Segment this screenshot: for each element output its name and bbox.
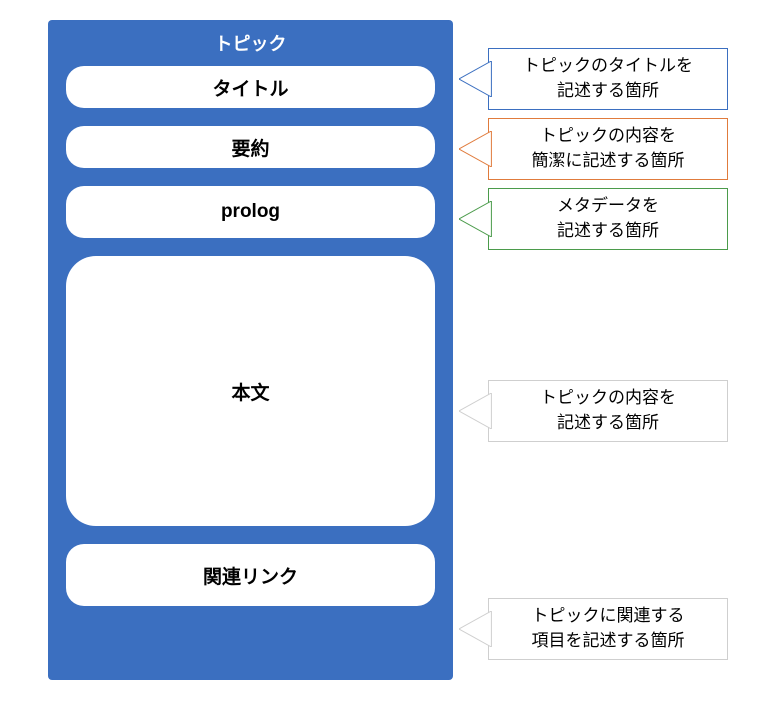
section-label: タイトル	[212, 74, 288, 101]
topic-container: トピックタイトル要約 prolog 本文関連リンク	[48, 20, 453, 680]
title-callout: トピックのタイトルを 記述する箇所	[488, 48, 728, 110]
callout-text: トピックの内容を 記述する箇所	[540, 386, 676, 435]
body-callout: トピックの内容を 記述する箇所	[488, 380, 728, 442]
section-related: 関連リンク	[66, 544, 435, 606]
prolog-callout: メタデータを 記述する箇所	[488, 188, 728, 250]
callout-text: トピックに関連する 項目を記述する箇所	[532, 604, 685, 653]
section-body: 本文	[66, 256, 435, 526]
section-label: 要約	[231, 134, 269, 161]
section-summary: 要約	[66, 126, 435, 168]
section-title: タイトル	[66, 66, 435, 108]
callout-text: トピックの内容を 簡潔に記述する箇所	[532, 124, 685, 173]
callout-arrow-icon	[459, 61, 491, 97]
callout-arrow-icon	[459, 393, 491, 429]
section-label: 関連リンク	[203, 562, 298, 589]
container-title: トピック	[66, 30, 435, 56]
related-callout: トピックに関連する 項目を記述する箇所	[488, 598, 728, 660]
section-label: 本文	[231, 378, 269, 405]
callout-arrow-icon	[459, 611, 491, 647]
callout-arrow-icon	[459, 201, 491, 237]
section-label: prolog	[221, 201, 280, 223]
callout-arrow-icon	[459, 131, 491, 167]
callout-text: メタデータを 記述する箇所	[557, 194, 659, 243]
section-prolog: prolog	[66, 186, 435, 238]
summary-callout: トピックの内容を 簡潔に記述する箇所	[488, 118, 728, 180]
callout-text: トピックのタイトルを 記述する箇所	[523, 54, 693, 103]
